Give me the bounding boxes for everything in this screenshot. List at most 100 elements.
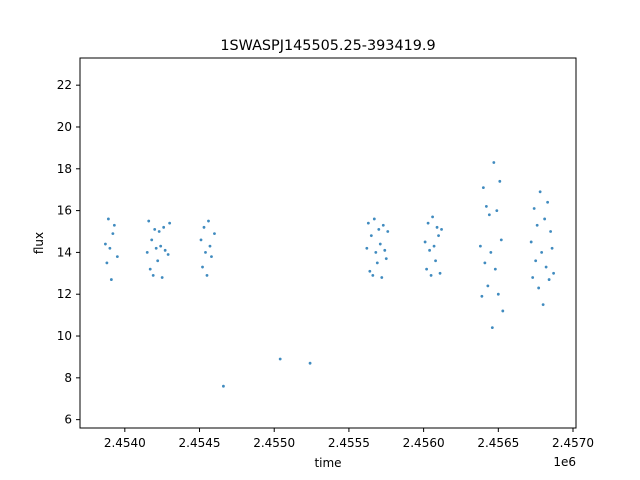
data-point xyxy=(160,276,164,279)
data-point xyxy=(369,234,373,238)
data-point xyxy=(213,232,216,235)
data-point xyxy=(499,238,503,242)
data-point xyxy=(383,248,387,252)
data-point xyxy=(535,223,539,227)
data-point xyxy=(386,230,390,233)
chart-title: 1SWASPJ145505.25-393419.9 xyxy=(220,38,435,54)
data-point xyxy=(384,257,388,261)
data-point xyxy=(434,259,437,263)
data-point xyxy=(423,240,427,244)
data-point xyxy=(151,274,155,277)
data-point xyxy=(478,244,482,248)
data-point xyxy=(380,276,384,279)
data-point xyxy=(371,274,375,277)
x-axis-ticks: 2.4540 2.4545 2.4550 2.4555 2.4560 2.4565 2.45… xyxy=(104,428,594,450)
y-axis-label: flux xyxy=(32,232,46,254)
data-point xyxy=(104,242,107,246)
data-point xyxy=(201,265,204,269)
data-point xyxy=(156,259,160,263)
data-point xyxy=(210,255,213,258)
y-tick-label: 8 xyxy=(64,371,72,385)
data-point xyxy=(431,215,434,219)
data-point xyxy=(159,244,163,248)
data-point xyxy=(487,213,491,217)
data-point xyxy=(438,271,442,275)
data-point xyxy=(157,230,161,233)
data-point xyxy=(168,221,172,225)
data-point xyxy=(541,303,545,307)
data-point xyxy=(366,221,370,225)
data-point xyxy=(375,261,379,265)
data-point xyxy=(498,179,502,183)
data-point xyxy=(426,221,430,225)
data-point xyxy=(544,265,548,269)
data-point xyxy=(481,186,485,190)
plot-frame xyxy=(79,57,577,429)
data-point xyxy=(486,284,490,288)
data-point xyxy=(205,274,209,277)
data-point xyxy=(493,267,497,271)
data-points xyxy=(104,161,555,388)
data-point xyxy=(534,259,538,263)
data-point xyxy=(204,251,207,254)
y-tick-label: 14 xyxy=(57,245,72,259)
x-axis-offset-label: 1e6 xyxy=(553,455,576,469)
data-point xyxy=(483,261,487,265)
data-point xyxy=(207,219,210,223)
x-tick-label: 2.4570 xyxy=(552,436,594,450)
data-point xyxy=(532,207,536,210)
data-point xyxy=(154,246,158,250)
data-point xyxy=(543,217,547,221)
data-point xyxy=(547,278,551,281)
data-point xyxy=(432,244,436,248)
data-point xyxy=(153,228,157,231)
data-point xyxy=(202,225,206,229)
x-tick-label: 2.4565 xyxy=(477,436,519,450)
data-point xyxy=(148,267,152,271)
data-point xyxy=(162,225,166,229)
data-point xyxy=(105,261,109,265)
data-point xyxy=(501,309,505,313)
data-point xyxy=(147,219,151,223)
data-point xyxy=(106,217,110,221)
data-point xyxy=(546,200,550,204)
data-point xyxy=(381,223,385,227)
data-point xyxy=(484,205,488,208)
data-point xyxy=(425,267,428,271)
data-point xyxy=(537,286,541,290)
data-point xyxy=(377,228,381,231)
y-tick-label: 20 xyxy=(57,120,72,134)
data-point xyxy=(109,278,113,281)
x-tick-label: 2.4545 xyxy=(179,436,221,450)
data-point xyxy=(429,274,433,277)
x-tick-label: 2.4555 xyxy=(328,436,370,450)
y-tick-label: 10 xyxy=(57,329,72,343)
data-point xyxy=(552,271,555,275)
data-point xyxy=(378,242,382,246)
data-point xyxy=(111,232,115,235)
data-point xyxy=(435,225,439,229)
data-point xyxy=(549,230,552,233)
data-point xyxy=(437,234,440,238)
data-point xyxy=(492,161,496,164)
data-point xyxy=(166,253,170,256)
data-point xyxy=(531,276,535,279)
data-point xyxy=(374,251,378,254)
y-tick-label: 18 xyxy=(57,162,72,176)
data-point xyxy=(550,246,554,250)
data-point xyxy=(490,326,494,330)
data-point xyxy=(208,244,212,248)
data-point xyxy=(145,251,149,254)
data-point xyxy=(365,246,369,250)
data-point xyxy=(108,246,112,250)
data-point xyxy=(496,292,500,296)
data-point xyxy=(163,248,167,252)
data-point xyxy=(495,209,499,213)
y-tick-label: 16 xyxy=(57,204,72,218)
data-point xyxy=(540,251,544,254)
y-tick-label: 12 xyxy=(57,287,72,301)
x-tick-label: 2.4550 xyxy=(253,436,295,450)
x-axis-label: time xyxy=(314,456,341,470)
